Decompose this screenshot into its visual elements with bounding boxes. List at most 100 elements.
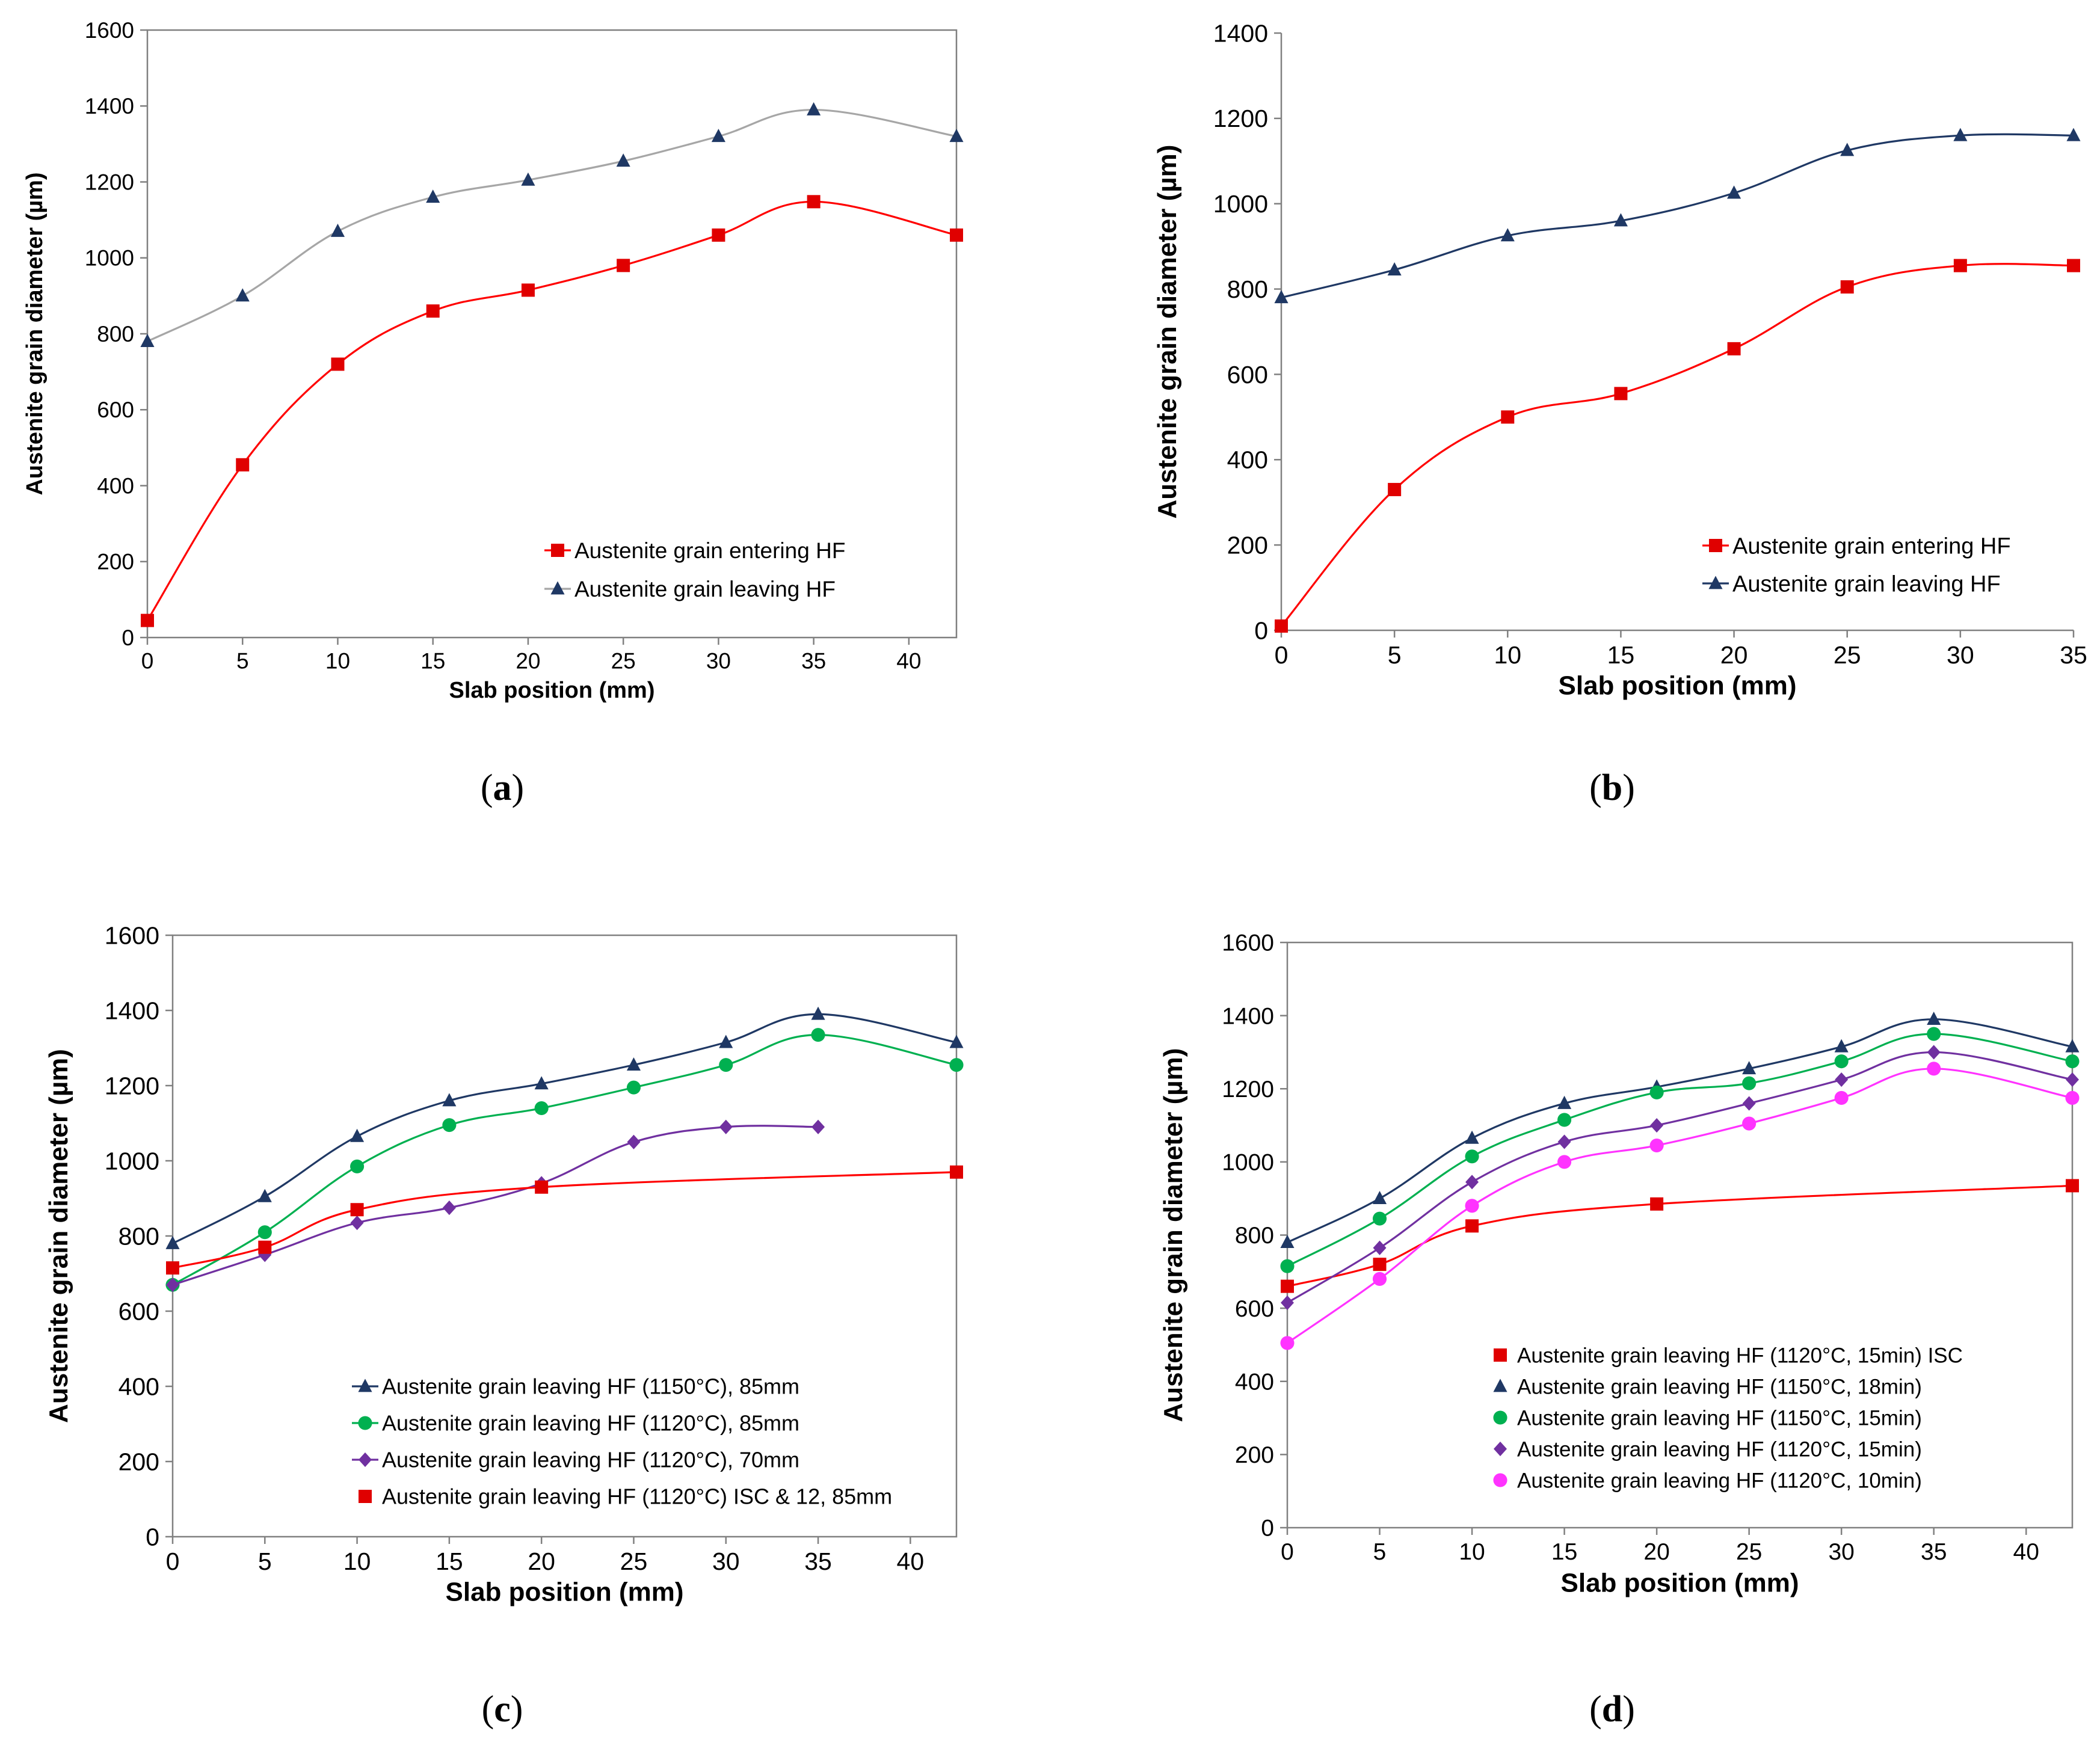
data-point [1835, 1072, 1849, 1087]
data-point [1742, 1096, 1756, 1111]
panel-caption: (b) [1589, 767, 1635, 808]
y-axis-label: Austenite grain diameter (µm) [44, 1049, 73, 1423]
legend-marker [358, 1379, 372, 1392]
data-point [626, 1080, 641, 1095]
legend: Austenite grain entering HF Austenite gra… [544, 538, 845, 601]
data-point [1280, 1259, 1295, 1273]
legend: Austenite grain entering HF Austenite gra… [1702, 533, 2011, 597]
data-point [811, 1006, 825, 1020]
data-point [1557, 1113, 1572, 1127]
data-point [712, 228, 725, 242]
y-tick-label: 0 [146, 1523, 159, 1551]
x-tick-label: 35 [801, 649, 826, 674]
series-line [172, 1013, 957, 1244]
data-point [949, 129, 964, 143]
legend-marker [1493, 1410, 1507, 1425]
x-tick-label: 5 [1373, 1539, 1387, 1565]
y-tick-label: 600 [97, 398, 134, 422]
data-point [534, 1076, 549, 1090]
x-tick-label: 30 [1828, 1539, 1854, 1565]
y-tick-label: 0 [1261, 1516, 1274, 1542]
data-point [1281, 1279, 1294, 1293]
data-point [1927, 1045, 1941, 1060]
legend-label: Austenite grain leaving HF [574, 577, 836, 601]
legend-marker [1493, 1473, 1507, 1487]
data-point [1372, 1191, 1387, 1205]
y-tick-label: 1000 [105, 1147, 159, 1175]
data-point [1927, 1062, 1941, 1076]
data-point [350, 1216, 364, 1231]
data-point [2066, 128, 2081, 141]
legend-label: Austenite grain entering HF [1732, 533, 2011, 559]
data-point [442, 1118, 457, 1133]
chart-panel-b: 0 200 400 600 800 1000 1200 1400 0 5 10 15 20 25 30 35 S… [1153, 19, 2087, 808]
data-point [1388, 482, 1402, 496]
data-point [1727, 342, 1741, 355]
data-point [1742, 1061, 1757, 1075]
x-tick-label: 0 [1275, 641, 1289, 669]
y-tick-label: 1600 [1222, 930, 1274, 956]
data-point [807, 102, 821, 115]
x-tick-label: 20 [528, 1548, 555, 1575]
x-tick-label: 0 [141, 649, 154, 674]
y-tick-label: 1400 [85, 94, 134, 118]
x-tick-label: 10 [1459, 1539, 1485, 1565]
y-tick-label: 1200 [1222, 1077, 1274, 1102]
series-line [146, 200, 957, 621]
panel-caption: (d) [1589, 1689, 1635, 1730]
legend-label: Austenite grain leaving HF (1150°C, 15mi… [1517, 1406, 1922, 1430]
data-point [165, 1235, 180, 1249]
y-tick-label: 800 [119, 1222, 159, 1250]
series-3 [166, 1119, 825, 1293]
legend-label: Austenite grain leaving HF (1120°C), 70m… [382, 1448, 799, 1472]
data-point [331, 357, 345, 371]
legend-marker [359, 1452, 372, 1468]
data-point [1650, 1197, 1664, 1211]
y-tick-label: 200 [1235, 1442, 1274, 1468]
y-tick-label: 200 [97, 550, 134, 574]
data-point [616, 153, 630, 167]
y-tick-label: 1200 [105, 1072, 159, 1099]
data-point [350, 1128, 365, 1142]
chart-panel-d: 0 200 400 600 800 1000 1200 1400 1600 0 5 10 15 20 25 3… [1159, 930, 2080, 1730]
data-point [1834, 1090, 1849, 1105]
legend-label: Austenite grain leaving HF (1150°C), 85m… [382, 1374, 799, 1399]
x-tick-label: 30 [712, 1548, 740, 1575]
x-tick-label: 5 [236, 649, 249, 674]
data-point [426, 304, 440, 318]
y-tick-label: 600 [119, 1297, 159, 1325]
x-tick-label: 15 [1551, 1539, 1577, 1565]
data-point [950, 1165, 963, 1179]
legend-label: Austenite grain leaving HF (1120°C, 10mi… [1517, 1469, 1922, 1492]
legend-marker [358, 1416, 372, 1430]
data-point [811, 1028, 825, 1042]
data-point [1613, 213, 1628, 227]
chart-panel-a: 0 200 400 600 800 1000 1200 1400 1600 0 5 10 15 20 25 3… [22, 18, 964, 808]
x-tick-label: 40 [2013, 1539, 2039, 1565]
data-point [1373, 1240, 1387, 1255]
data-point [1465, 1199, 1479, 1213]
y-tick-label: 1400 [1213, 19, 1268, 47]
data-point [719, 1058, 733, 1072]
x-tick-label: 40 [896, 649, 921, 674]
legend-label: Austenite grain leaving HF (1150°C, 18mi… [1517, 1375, 1922, 1398]
x-tick-label: 0 [166, 1548, 180, 1575]
y-tick-label: 1600 [105, 921, 159, 949]
y-tick-label: 400 [97, 473, 134, 498]
data-point [2065, 1054, 2080, 1069]
x-axis-label: Slab position (mm) [446, 1577, 684, 1606]
data-point [1373, 1258, 1387, 1271]
y-axis-label: Austenite grain diameter (µm) [22, 172, 48, 495]
data-point [627, 1134, 641, 1149]
legend-marker [1709, 539, 1722, 552]
data-point [1834, 1039, 1849, 1053]
x-tick-label: 35 [1921, 1539, 1947, 1565]
data-point [1834, 1054, 1849, 1069]
data-point [1727, 185, 1741, 199]
data-point [1649, 1138, 1664, 1153]
series-4 [1281, 1045, 2079, 1311]
data-point [1500, 228, 1515, 242]
series-line [1287, 1068, 2073, 1344]
y-tick-label: 1400 [1222, 1003, 1274, 1029]
